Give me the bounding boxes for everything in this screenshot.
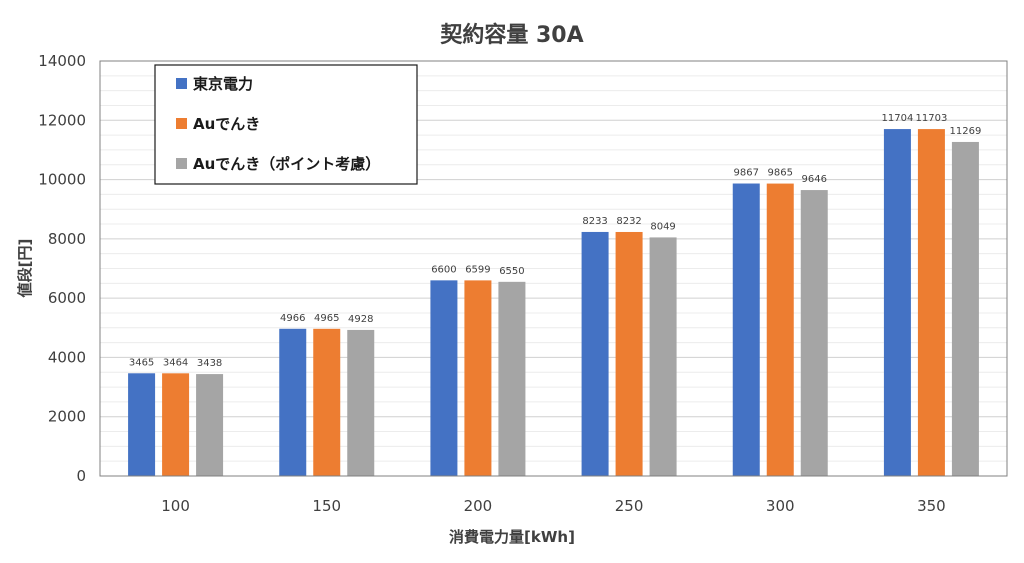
data-label: 9867 (734, 168, 759, 179)
bars (128, 129, 979, 477)
y-axis-ticks: 0 2000 4000 6000 8000 10000 12000 14000 (38, 52, 86, 485)
bar (128, 373, 156, 476)
x-tick-label: 100 (161, 497, 190, 515)
data-label: 8233 (582, 216, 607, 227)
data-labels: 3465 3464 3438 4966 4965 4928 6600 6599 6550 8233… (129, 113, 981, 369)
data-label: 8049 (650, 221, 675, 232)
y-tick-label: 10000 (38, 171, 86, 189)
data-label: 3438 (197, 358, 222, 369)
legend-box (154, 64, 418, 185)
bar (766, 183, 794, 476)
bar (615, 231, 643, 476)
bar (732, 183, 760, 477)
data-label: 6599 (465, 264, 490, 275)
bar (951, 141, 979, 476)
legend-label: Auでんき (193, 115, 260, 133)
y-tick-label: 2000 (48, 408, 86, 426)
y-tick-label: 12000 (38, 111, 86, 129)
data-label: 11269 (950, 126, 982, 137)
gridlines (100, 75, 1007, 462)
data-label: 11703 (916, 113, 948, 124)
data-label: 6550 (499, 266, 524, 277)
data-label: 4928 (348, 314, 373, 325)
bar (883, 129, 911, 476)
bar (162, 373, 190, 476)
data-label: 6600 (431, 264, 456, 275)
x-axis-ticks: 100 150 200 250 300 350 (161, 497, 945, 515)
x-tick-label: 150 (312, 497, 341, 515)
x-tick-label: 250 (615, 497, 644, 515)
bar (917, 129, 945, 476)
y-tick-label: 14000 (38, 52, 86, 70)
legend: 東京電力 Auでんき Auでんき（ポイント考慮） (154, 64, 418, 185)
x-axis-label: 消費電力量[kWh] (449, 528, 575, 546)
data-label: 9865 (768, 168, 793, 179)
x-tick-label: 300 (766, 497, 795, 515)
legend-swatch (176, 158, 187, 169)
legend-label: 東京電力 (193, 75, 253, 93)
bar (498, 281, 526, 476)
x-tick-label: 200 (464, 497, 493, 515)
legend-label: Auでんき（ポイント考慮） (193, 155, 380, 173)
data-label: 3465 (129, 357, 154, 368)
data-label: 3464 (163, 357, 188, 368)
y-tick-label: 8000 (48, 230, 86, 248)
bar (464, 280, 492, 476)
data-label: 9646 (802, 174, 827, 185)
y-axis-label: 値段[円] (16, 239, 34, 299)
y-tick-label: 6000 (48, 289, 86, 307)
plot-frame (99, 60, 1008, 477)
data-label: 8232 (616, 216, 641, 227)
bar (196, 374, 224, 476)
data-label: 4966 (280, 313, 305, 324)
chart-title: 契約容量 30A (439, 22, 583, 48)
x-tick-label: 350 (917, 497, 946, 515)
bar (800, 190, 828, 476)
bar (313, 328, 341, 476)
bar (279, 328, 307, 476)
legend-swatch (176, 118, 187, 129)
legend-swatch (176, 78, 187, 89)
y-tick-label: 4000 (48, 348, 86, 366)
bar (430, 280, 458, 476)
y-tick-label: 0 (76, 467, 86, 485)
data-label: 4965 (314, 313, 339, 324)
bar (581, 231, 609, 476)
data-label: 11704 (882, 113, 914, 124)
bar (649, 237, 677, 476)
bar (347, 329, 375, 476)
